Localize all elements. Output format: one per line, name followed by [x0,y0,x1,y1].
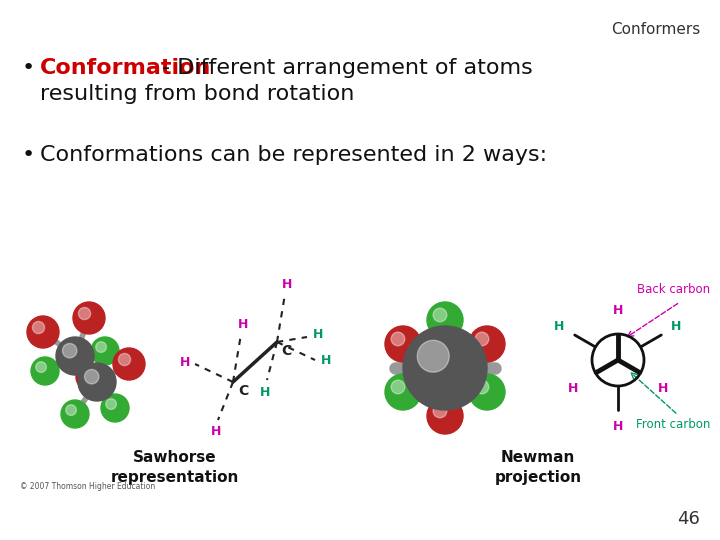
Circle shape [61,400,89,428]
Text: 46: 46 [677,510,700,528]
Circle shape [385,326,421,362]
Circle shape [31,357,59,385]
Circle shape [66,405,76,415]
Text: C: C [281,344,292,358]
Circle shape [403,326,487,410]
Text: H: H [211,425,221,438]
Text: Newman
projection: Newman projection [495,450,582,485]
Circle shape [433,404,447,418]
Text: © 2007 Thomson Higher Education: © 2007 Thomson Higher Education [20,482,156,491]
Text: Sawhorse
representation: Sawhorse representation [111,450,239,485]
Circle shape [391,332,405,346]
Circle shape [73,302,105,334]
Text: resulting from bond rotation: resulting from bond rotation [40,84,354,104]
Circle shape [106,399,117,409]
Circle shape [78,307,91,320]
Circle shape [56,337,94,375]
Text: Conformation: Conformation [40,58,212,78]
Circle shape [36,362,46,373]
Text: H: H [554,321,564,334]
Circle shape [118,354,130,366]
Text: Front carbon: Front carbon [636,418,710,431]
Text: H: H [179,355,190,368]
Text: - Different arrangement of atoms: - Different arrangement of atoms [162,58,533,78]
Text: •: • [22,145,35,165]
Circle shape [469,374,505,410]
Circle shape [475,332,489,346]
Circle shape [32,321,45,334]
Text: Back carbon: Back carbon [637,283,710,296]
Circle shape [96,342,107,353]
Circle shape [101,394,129,422]
Circle shape [63,343,77,358]
Circle shape [91,337,119,365]
Circle shape [81,368,90,379]
Text: C: C [238,384,248,398]
Circle shape [78,363,116,401]
Circle shape [391,380,405,394]
Text: Conformers: Conformers [611,22,700,37]
Text: H: H [321,354,331,367]
Text: H: H [238,318,248,331]
Circle shape [113,348,145,380]
Text: H: H [657,381,668,395]
Circle shape [427,398,463,434]
Circle shape [27,316,59,348]
Text: H: H [671,321,682,334]
Circle shape [475,380,489,394]
Text: H: H [613,303,624,316]
Circle shape [385,374,421,410]
Circle shape [84,369,99,384]
Text: H: H [260,386,270,399]
Circle shape [418,340,449,372]
Text: H: H [282,278,292,291]
Circle shape [427,302,463,338]
Text: H: H [613,420,624,433]
Text: Conformations can be represented in 2 ways:: Conformations can be represented in 2 wa… [40,145,547,165]
Text: H: H [568,381,579,395]
Text: H: H [313,328,323,341]
Text: •: • [22,58,35,78]
Circle shape [469,326,505,362]
Circle shape [76,364,102,390]
Circle shape [433,308,447,322]
